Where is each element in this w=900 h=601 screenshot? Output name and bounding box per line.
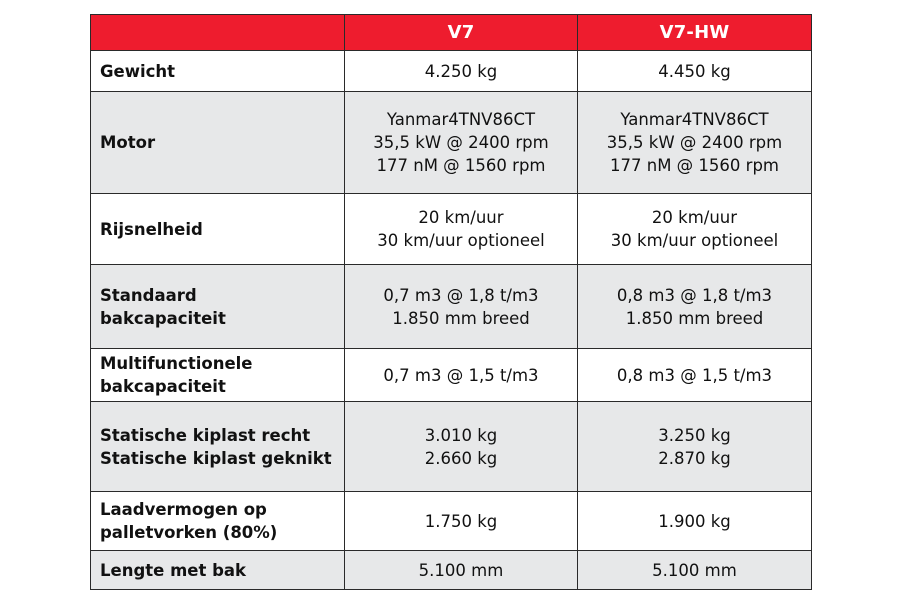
row-laadvermogen: Laadvermogen op palletvorken (80%) 1.750… [90,491,812,551]
value-line: 35,5 kW @ 2400 rpm [373,133,549,152]
row-multifunctionele-bakcapaciteit: Multifunctionele bakcapaciteit 0,7 m3 @ … [90,348,812,402]
label-line: Statische kiplast geknikt [100,448,332,468]
label-line: Motor [100,133,156,152]
label-line: Statische kiplast recht [100,425,311,445]
label-line: Lengte met bak [100,560,247,580]
value-line: 0,8 m3 @ 1,8 t/m3 [616,285,773,305]
row-label: Statische kiplast recht Statische kiplas… [90,401,345,492]
value-line: 177 nM @ 1560 rpm [610,156,779,175]
value-line: 35,5 kW @ 2400 rpm [606,133,783,152]
value-line: 4.250 kg [424,61,498,81]
value-v7: 3.010 kg 2.660 kg [344,401,578,492]
value-v7-hw: 3.250 kg 2.870 kg [577,401,812,492]
row-motor: Motor Yanmar4TNV86CT 35,5 kW @ 2400 rpm … [90,91,812,194]
value-line: 1.900 kg [658,511,731,531]
value-v7-hw: 20 km/uur 30 km/uur optioneel [577,193,812,265]
label-line: Standaard [100,285,197,305]
row-label: Laadvermogen op palletvorken (80%) [90,491,345,551]
value-line: 1.850 mm breed [625,308,764,328]
value-line: Yanmar4TNV86CT [620,110,769,129]
value-v7: 4.250 kg [344,50,578,92]
row-lengte-met-bak: Lengte met bak 5.100 mm 5.100 mm [90,550,812,590]
value-line: 177 nM @ 1560 rpm [376,156,546,175]
row-label: Lengte met bak [90,550,345,590]
value-v7-hw: 1.900 kg [577,491,812,551]
label-line: bakcapaciteit [100,308,226,328]
value-v7-hw: 0,8 m3 @ 1,5 t/m3 [577,348,812,402]
value-line: 4.450 kg [658,61,731,81]
row-label: Motor [90,91,345,194]
value-v7: 0,7 m3 @ 1,8 t/m3 1.850 mm breed [344,264,578,349]
row-rijsnelheid: Rijsnelheid 20 km/uur 30 km/uur optionee… [90,193,812,265]
value-v7-hw: Yanmar4TNV86CT 35,5 kW @ 2400 rpm 177 nM… [577,91,812,194]
value-line: Yanmar4TNV86CT [386,110,536,129]
spec-table: V7 V7-HW Gewicht 4.250 kg 4.450 kg Motor… [90,14,812,590]
value-line: 0,7 m3 @ 1,8 t/m3 [383,285,539,305]
header-empty-cell [90,14,345,51]
row-label: Rijsnelheid [90,193,345,265]
header-v7-hw: V7-HW [577,14,812,51]
label-line: Gewicht [100,61,176,81]
value-line: 0,8 m3 @ 1,5 t/m3 [616,365,773,385]
value-line: 20 km/uur [418,208,504,227]
value-line: 0,7 m3 @ 1,5 t/m3 [383,365,539,385]
row-statische-kiplast: Statische kiplast recht Statische kiplas… [90,401,812,492]
value-v7: 20 km/uur 30 km/uur optioneel [344,193,578,265]
value-v7-hw: 5.100 mm [577,550,812,590]
label-line: palletvorken (80%) [100,523,278,542]
label-line: Laadvermogen op [100,500,267,519]
value-v7-hw: 0,8 m3 @ 1,8 t/m3 1.850 mm breed [577,264,812,349]
value-line: 2.870 kg [658,448,731,468]
label-line: Multifunctionele [100,354,253,373]
value-line: 30 km/uur optioneel [610,231,779,250]
value-line: 5.100 mm [418,560,504,580]
row-label: Gewicht [90,50,345,92]
value-line: 20 km/uur [651,208,738,227]
header-v7: V7 [344,14,578,51]
value-v7: 1.750 kg [344,491,578,551]
row-label: Multifunctionele bakcapaciteit [90,348,345,402]
row-standaard-bakcapaciteit: Standaard bakcapaciteit 0,7 m3 @ 1,8 t/m… [90,264,812,349]
label-line: Rijsnelheid [100,219,203,239]
value-line: 3.010 kg [424,425,498,445]
value-line: 5.100 mm [652,560,737,580]
value-v7: 0,7 m3 @ 1,5 t/m3 [344,348,578,402]
row-label: Standaard bakcapaciteit [90,264,345,349]
value-v7: Yanmar4TNV86CT 35,5 kW @ 2400 rpm 177 nM… [344,91,578,194]
value-line: 3.250 kg [658,425,731,445]
row-gewicht: Gewicht 4.250 kg 4.450 kg [90,50,812,92]
value-line: 1.850 mm breed [392,308,530,328]
value-v7: 5.100 mm [344,550,578,590]
label-line: bakcapaciteit [100,377,226,396]
value-v7-hw: 4.450 kg [577,50,812,92]
header-row: V7 V7-HW [90,14,812,51]
value-line: 2.660 kg [424,448,498,468]
value-line: 1.750 kg [424,511,498,531]
value-line: 30 km/uur optioneel [377,231,545,250]
